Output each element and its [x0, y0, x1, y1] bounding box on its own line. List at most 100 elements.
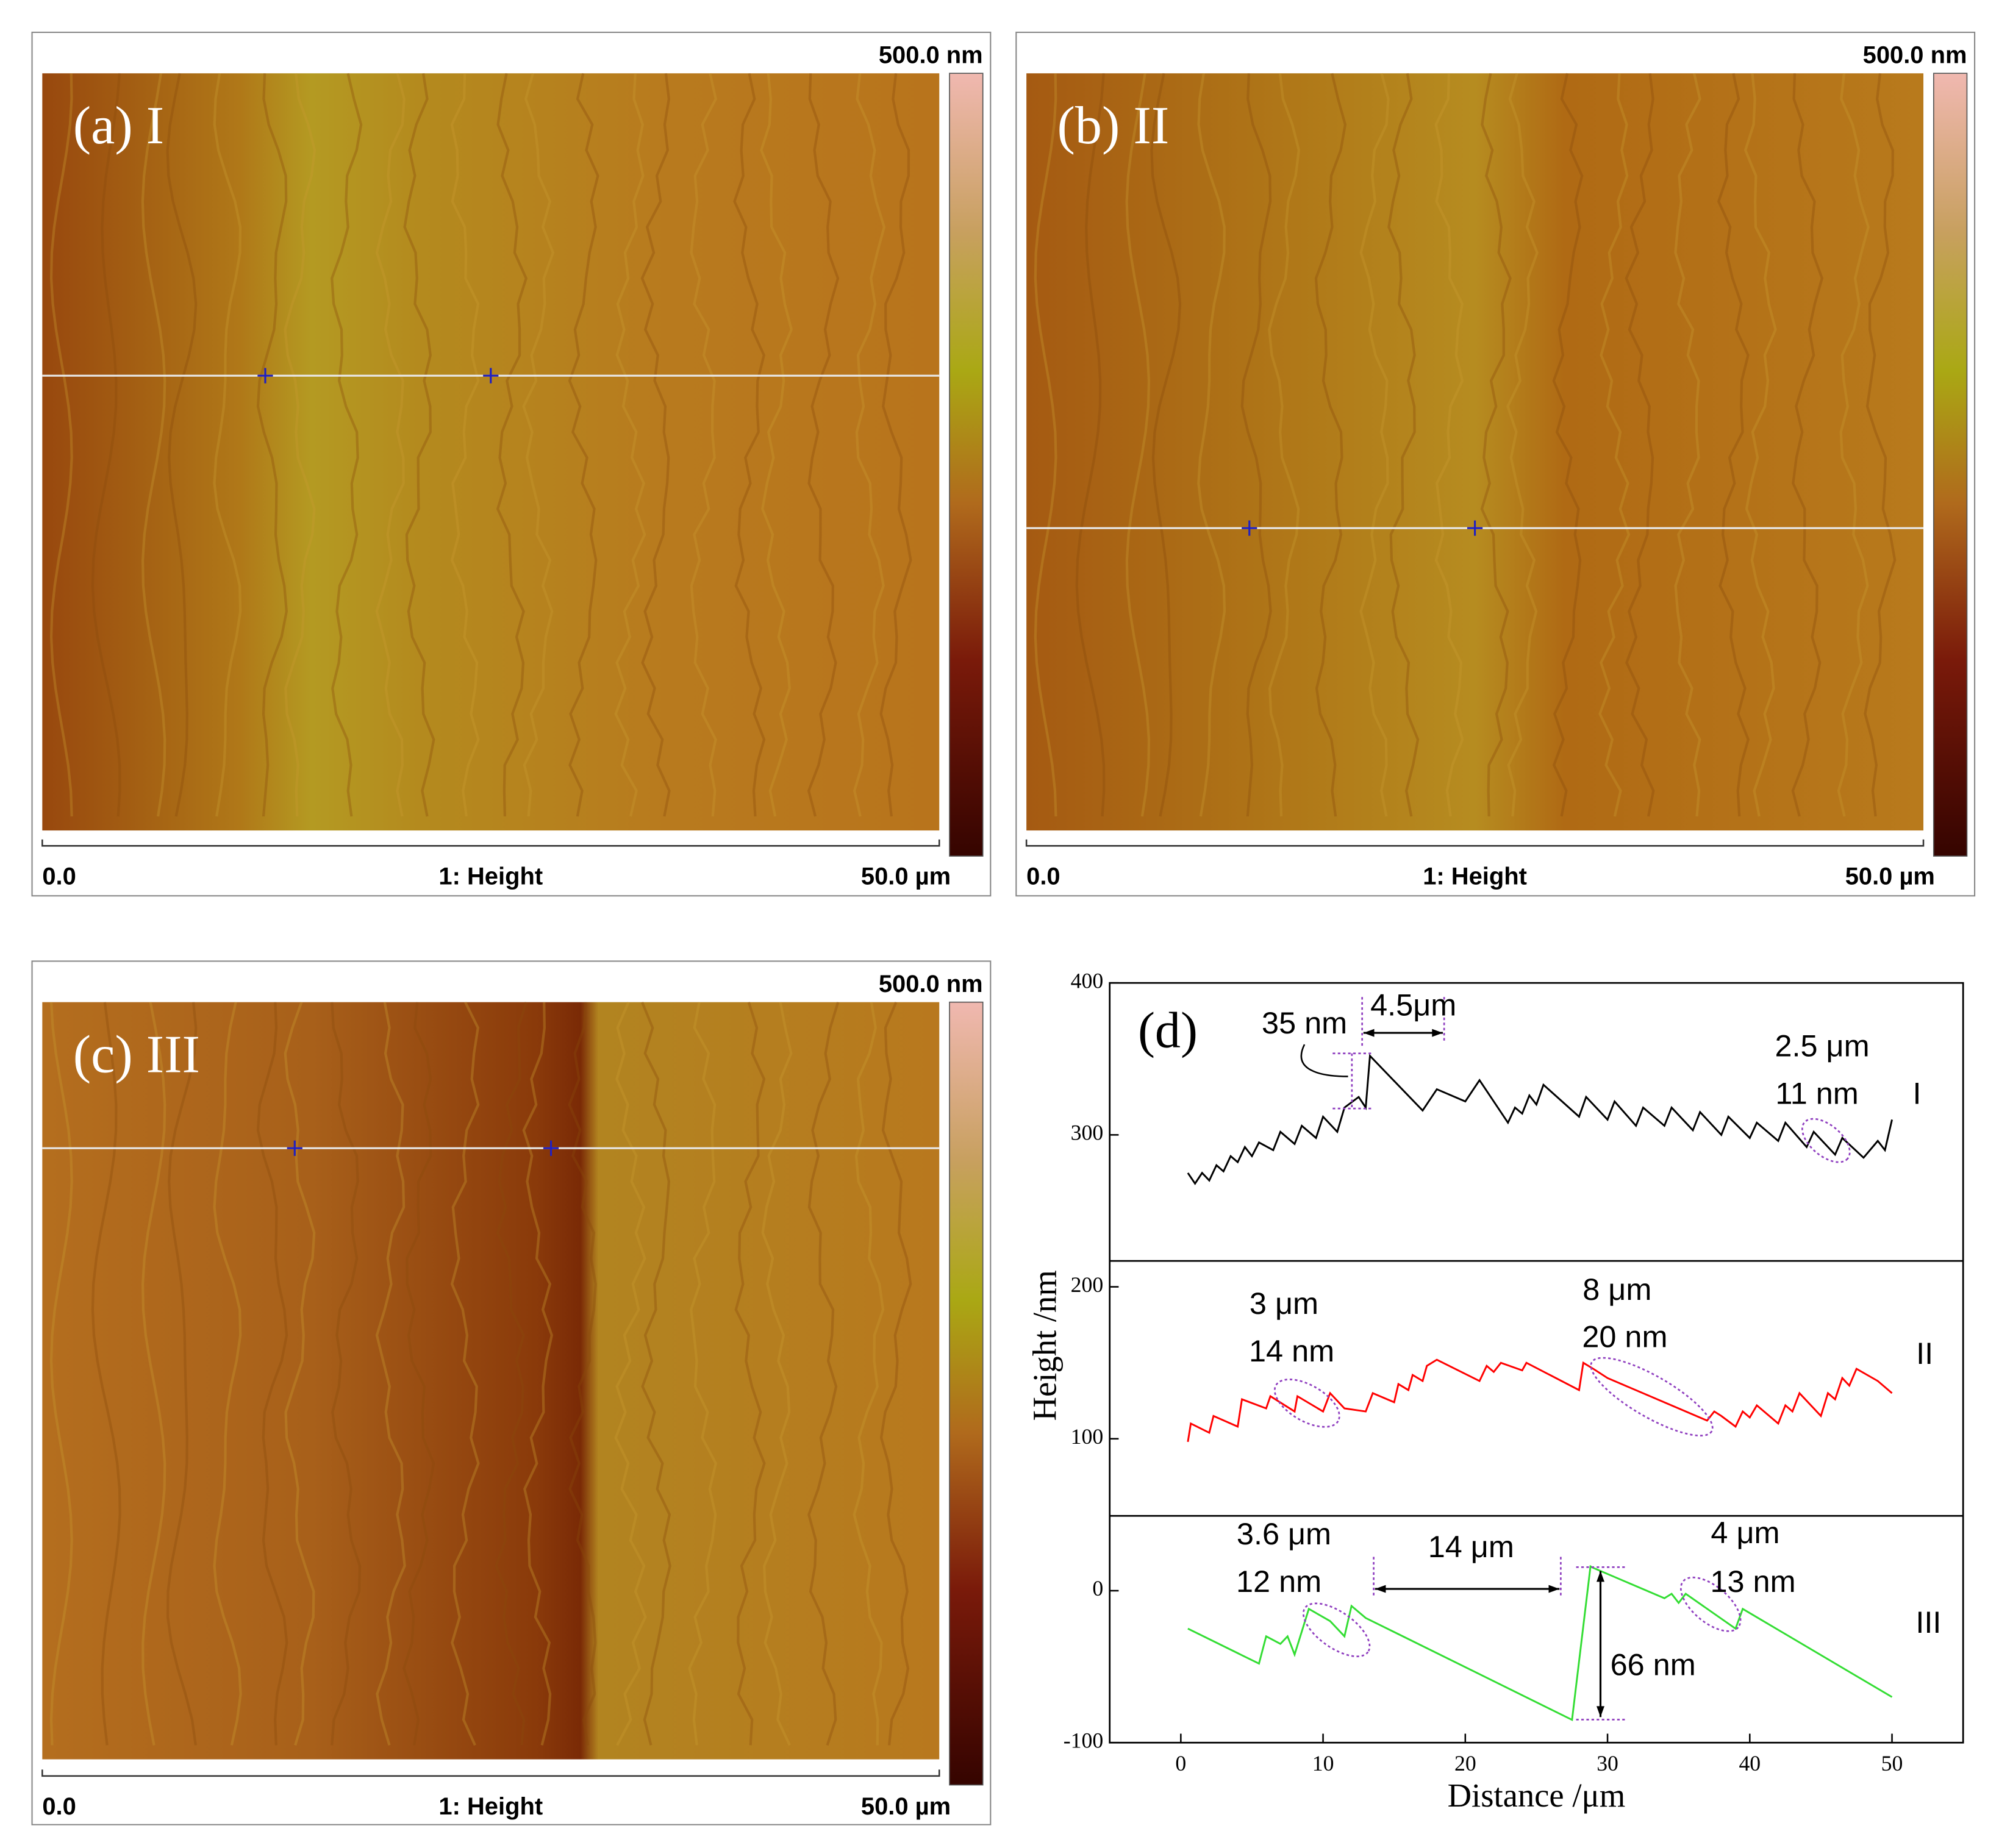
x-start: 0.0 [42, 863, 76, 890]
terrace-step [1150, 73, 1182, 817]
annotation: 8 μm [1582, 1272, 1651, 1307]
terrace-step [375, 73, 406, 817]
afm-image [42, 73, 940, 831]
terrace-step [1674, 73, 1701, 817]
terrace-step [1268, 73, 1300, 817]
y-tick-label: 100 [1071, 1424, 1104, 1449]
terrace-step [522, 73, 555, 817]
terrace-step [1743, 73, 1777, 817]
y-tick-label: 300 [1071, 1121, 1104, 1145]
annotation: 35 nm [1262, 1005, 1347, 1040]
terrace-step [402, 1002, 435, 1746]
terrace-step [331, 73, 363, 817]
scale-axis [1025, 839, 1925, 847]
terrace-step [879, 1001, 912, 1746]
cursor-cross [1467, 520, 1483, 536]
terrace-step [614, 73, 646, 817]
x-tick-label: 30 [1597, 1751, 1618, 1775]
terrace-step [1625, 73, 1655, 817]
cursor-cross [257, 368, 273, 384]
x-tick-label: 10 [1312, 1751, 1334, 1775]
terrace-step [761, 1002, 793, 1746]
terrace-step [91, 73, 121, 817]
terrace-step [284, 73, 316, 817]
panel-frame [31, 960, 992, 1825]
terrace-step [1864, 73, 1897, 817]
terrace-step [1387, 73, 1420, 817]
x-end: 50.0 µm [1845, 863, 1935, 890]
afm-image [42, 1002, 940, 1760]
panel-label: (a) I [73, 96, 164, 155]
annotation: 14 μm [1428, 1529, 1514, 1564]
channel-name: 1: Height [438, 1793, 543, 1820]
annotation: 12 nm [1236, 1564, 1321, 1599]
cursor-cross [287, 1140, 302, 1156]
x-axis-label: Distance /μm [1448, 1777, 1626, 1814]
highlight-ellipse [1302, 1602, 1371, 1658]
channel-name: 1: Height [1423, 863, 1527, 890]
y-tick-label: 200 [1071, 1272, 1104, 1297]
panel-frame [31, 31, 992, 897]
y-tick-label: 0 [1092, 1576, 1103, 1600]
color-bar [949, 1001, 984, 1786]
color-scale-max: 500.0 nm [1863, 41, 1967, 68]
terrace-step [284, 1001, 316, 1746]
terrace-step [403, 73, 435, 817]
terrace-step [641, 1001, 671, 1746]
terrace-step [614, 1001, 647, 1746]
annotation: 2.5 μm [1775, 1029, 1869, 1063]
x-tick-label: 40 [1739, 1751, 1761, 1775]
highlight-ellipse [1801, 1118, 1851, 1163]
y-tick-label: 400 [1071, 968, 1104, 993]
terrace-step [49, 1002, 73, 1746]
terrace-step [450, 1001, 480, 1746]
terrace-step [807, 1002, 840, 1746]
terrace-step [734, 1002, 766, 1746]
terrace-step [1240, 73, 1272, 817]
terrace-step [522, 1002, 553, 1746]
terrace-step [568, 73, 599, 817]
annotation: 20 nm [1582, 1319, 1667, 1354]
terrace-step [1791, 73, 1824, 817]
terrace-step [166, 73, 198, 817]
terrace-step [1837, 73, 1870, 817]
annotation: 4.5μm [1370, 987, 1456, 1022]
terrace-step [1717, 73, 1750, 817]
arrow-head [1548, 1585, 1560, 1593]
highlight-ellipse [1273, 1379, 1340, 1428]
terrace-step [1075, 73, 1106, 817]
terrace-step [1552, 73, 1584, 817]
leader-line [1300, 1044, 1348, 1077]
terrace-step [49, 73, 73, 817]
terrace-step [141, 1002, 166, 1746]
y-axis-label: Height /nm [1026, 1270, 1063, 1421]
x-end: 50.0 µm [861, 863, 951, 890]
color-bar [949, 73, 984, 857]
terrace-step [1197, 73, 1226, 817]
terrace-step [1125, 73, 1151, 817]
x-end: 50.0 µm [861, 1793, 951, 1820]
terrace-step [91, 1002, 121, 1746]
arrow-head [1363, 1029, 1375, 1037]
terrace-step [1480, 73, 1512, 817]
terrace-step [760, 73, 793, 817]
annotation: 3.6 μm [1237, 1516, 1331, 1551]
annotation: 3 μm [1250, 1286, 1318, 1321]
x-tick-label: 50 [1881, 1751, 1903, 1775]
profile-i [1187, 1054, 1893, 1185]
terrace-step [690, 73, 717, 817]
panel-label: (c) III [73, 1024, 200, 1084]
annotation: 4 μm [1711, 1515, 1779, 1550]
profile-iii [1187, 1564, 1893, 1722]
terrace-step [375, 1002, 406, 1746]
color-scale-max: 500.0 nm [879, 971, 983, 997]
terrace-step [213, 1002, 242, 1746]
cursor-cross [483, 368, 499, 384]
channel-name: 1: Height [438, 863, 543, 890]
terrace-step [1314, 73, 1347, 817]
terrace-step [1359, 73, 1390, 817]
terrace-step [1598, 73, 1631, 817]
terrace-step [853, 73, 886, 817]
x-tick-label: 20 [1454, 1751, 1476, 1775]
